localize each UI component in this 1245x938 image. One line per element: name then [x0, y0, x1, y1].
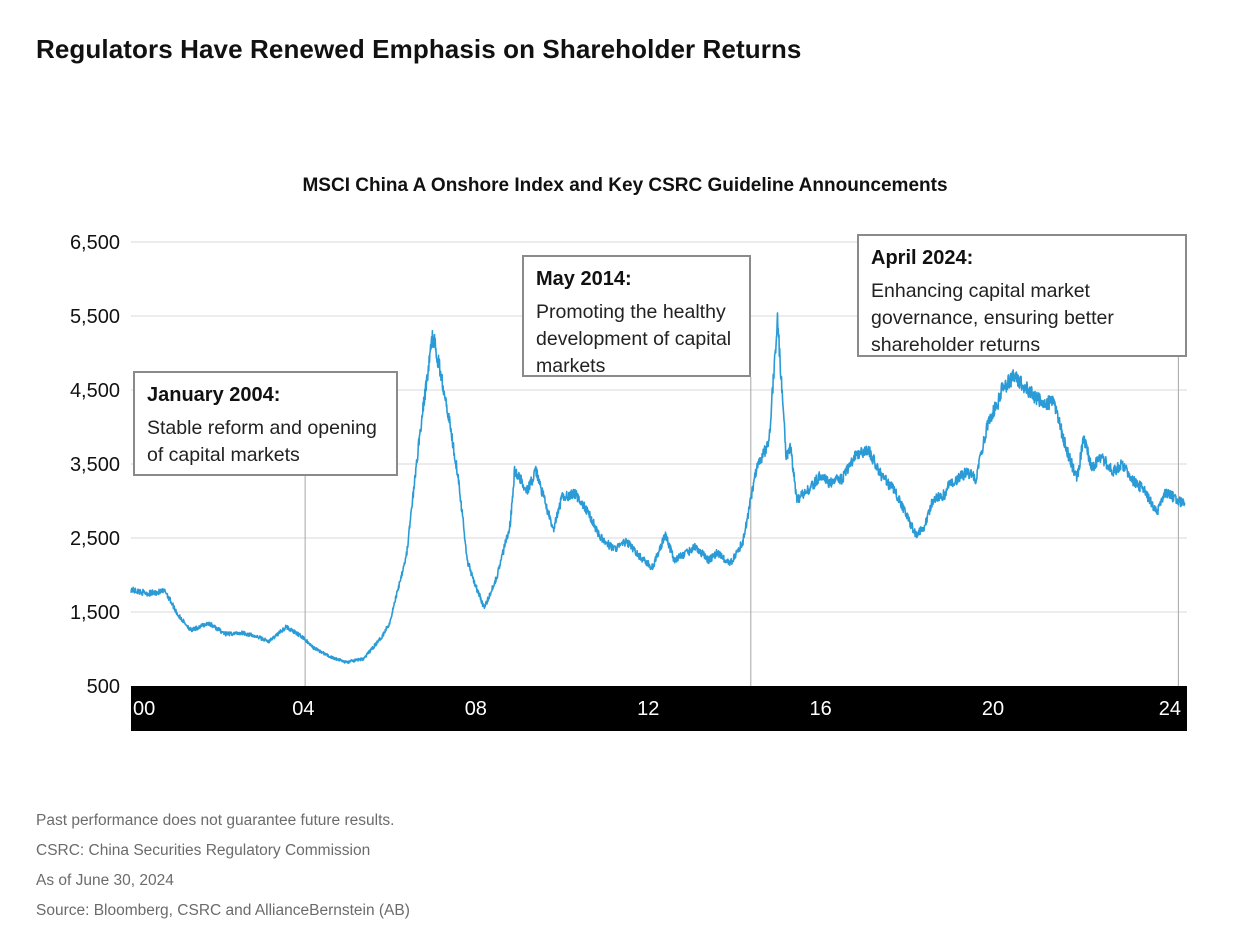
callout-heading: May 2014: [536, 268, 632, 290]
x-tick-label: 00 [133, 698, 155, 720]
y-tick-label: 4,500 [70, 380, 120, 402]
index-series-line [130, 312, 1186, 664]
x-tick-label: 08 [465, 698, 487, 720]
callout-heading: April 2024: [871, 247, 974, 269]
footnotes: Past performance does not guarantee futu… [36, 810, 410, 930]
x-tick-label: 16 [810, 698, 832, 720]
x-tick-label: 20 [982, 698, 1004, 720]
callout-text: Stable reform and opening of capital mar… [147, 417, 377, 466]
footnote-performance: Past performance does not guarantee futu… [36, 812, 395, 829]
chart-title: MSCI China A Onshore Index and Key CSRC … [302, 175, 948, 196]
footnote-date: As of June 30, 2024 [36, 872, 174, 889]
callout-heading: January 2004: [147, 384, 281, 406]
callout-text: Enhancing capital market governance, ens… [871, 280, 1114, 356]
page-title: Regulators Have Renewed Emphasis on Shar… [36, 34, 802, 64]
footnote-source: Source: Bloomberg, CSRC and AllianceBern… [36, 902, 410, 919]
y-tick-label: 6,500 [70, 232, 120, 254]
y-tick-label: 5,500 [70, 306, 120, 328]
x-axis-band [131, 686, 1187, 731]
x-tick-label: 04 [292, 698, 314, 720]
footnote-csrc: CSRC: China Securities Regulatory Commis… [36, 842, 371, 859]
y-tick-label: 3,500 [70, 454, 120, 476]
y-tick-label: 1,500 [70, 602, 120, 624]
x-tick-label: 12 [637, 698, 659, 720]
y-tick-label: 2,500 [70, 528, 120, 550]
callout-april-2024: April 2024: Enhancing capital market gov… [857, 234, 1187, 357]
callout-january-2004: January 2004: Stable reform and opening … [133, 371, 398, 476]
callout-may-2014: May 2014: Promoting the healthy developm… [522, 255, 751, 377]
callout-text: Promoting the healthy development of cap… [536, 301, 732, 377]
y-tick-label: 500 [87, 676, 120, 698]
x-tick-label: 24 [1159, 698, 1181, 720]
